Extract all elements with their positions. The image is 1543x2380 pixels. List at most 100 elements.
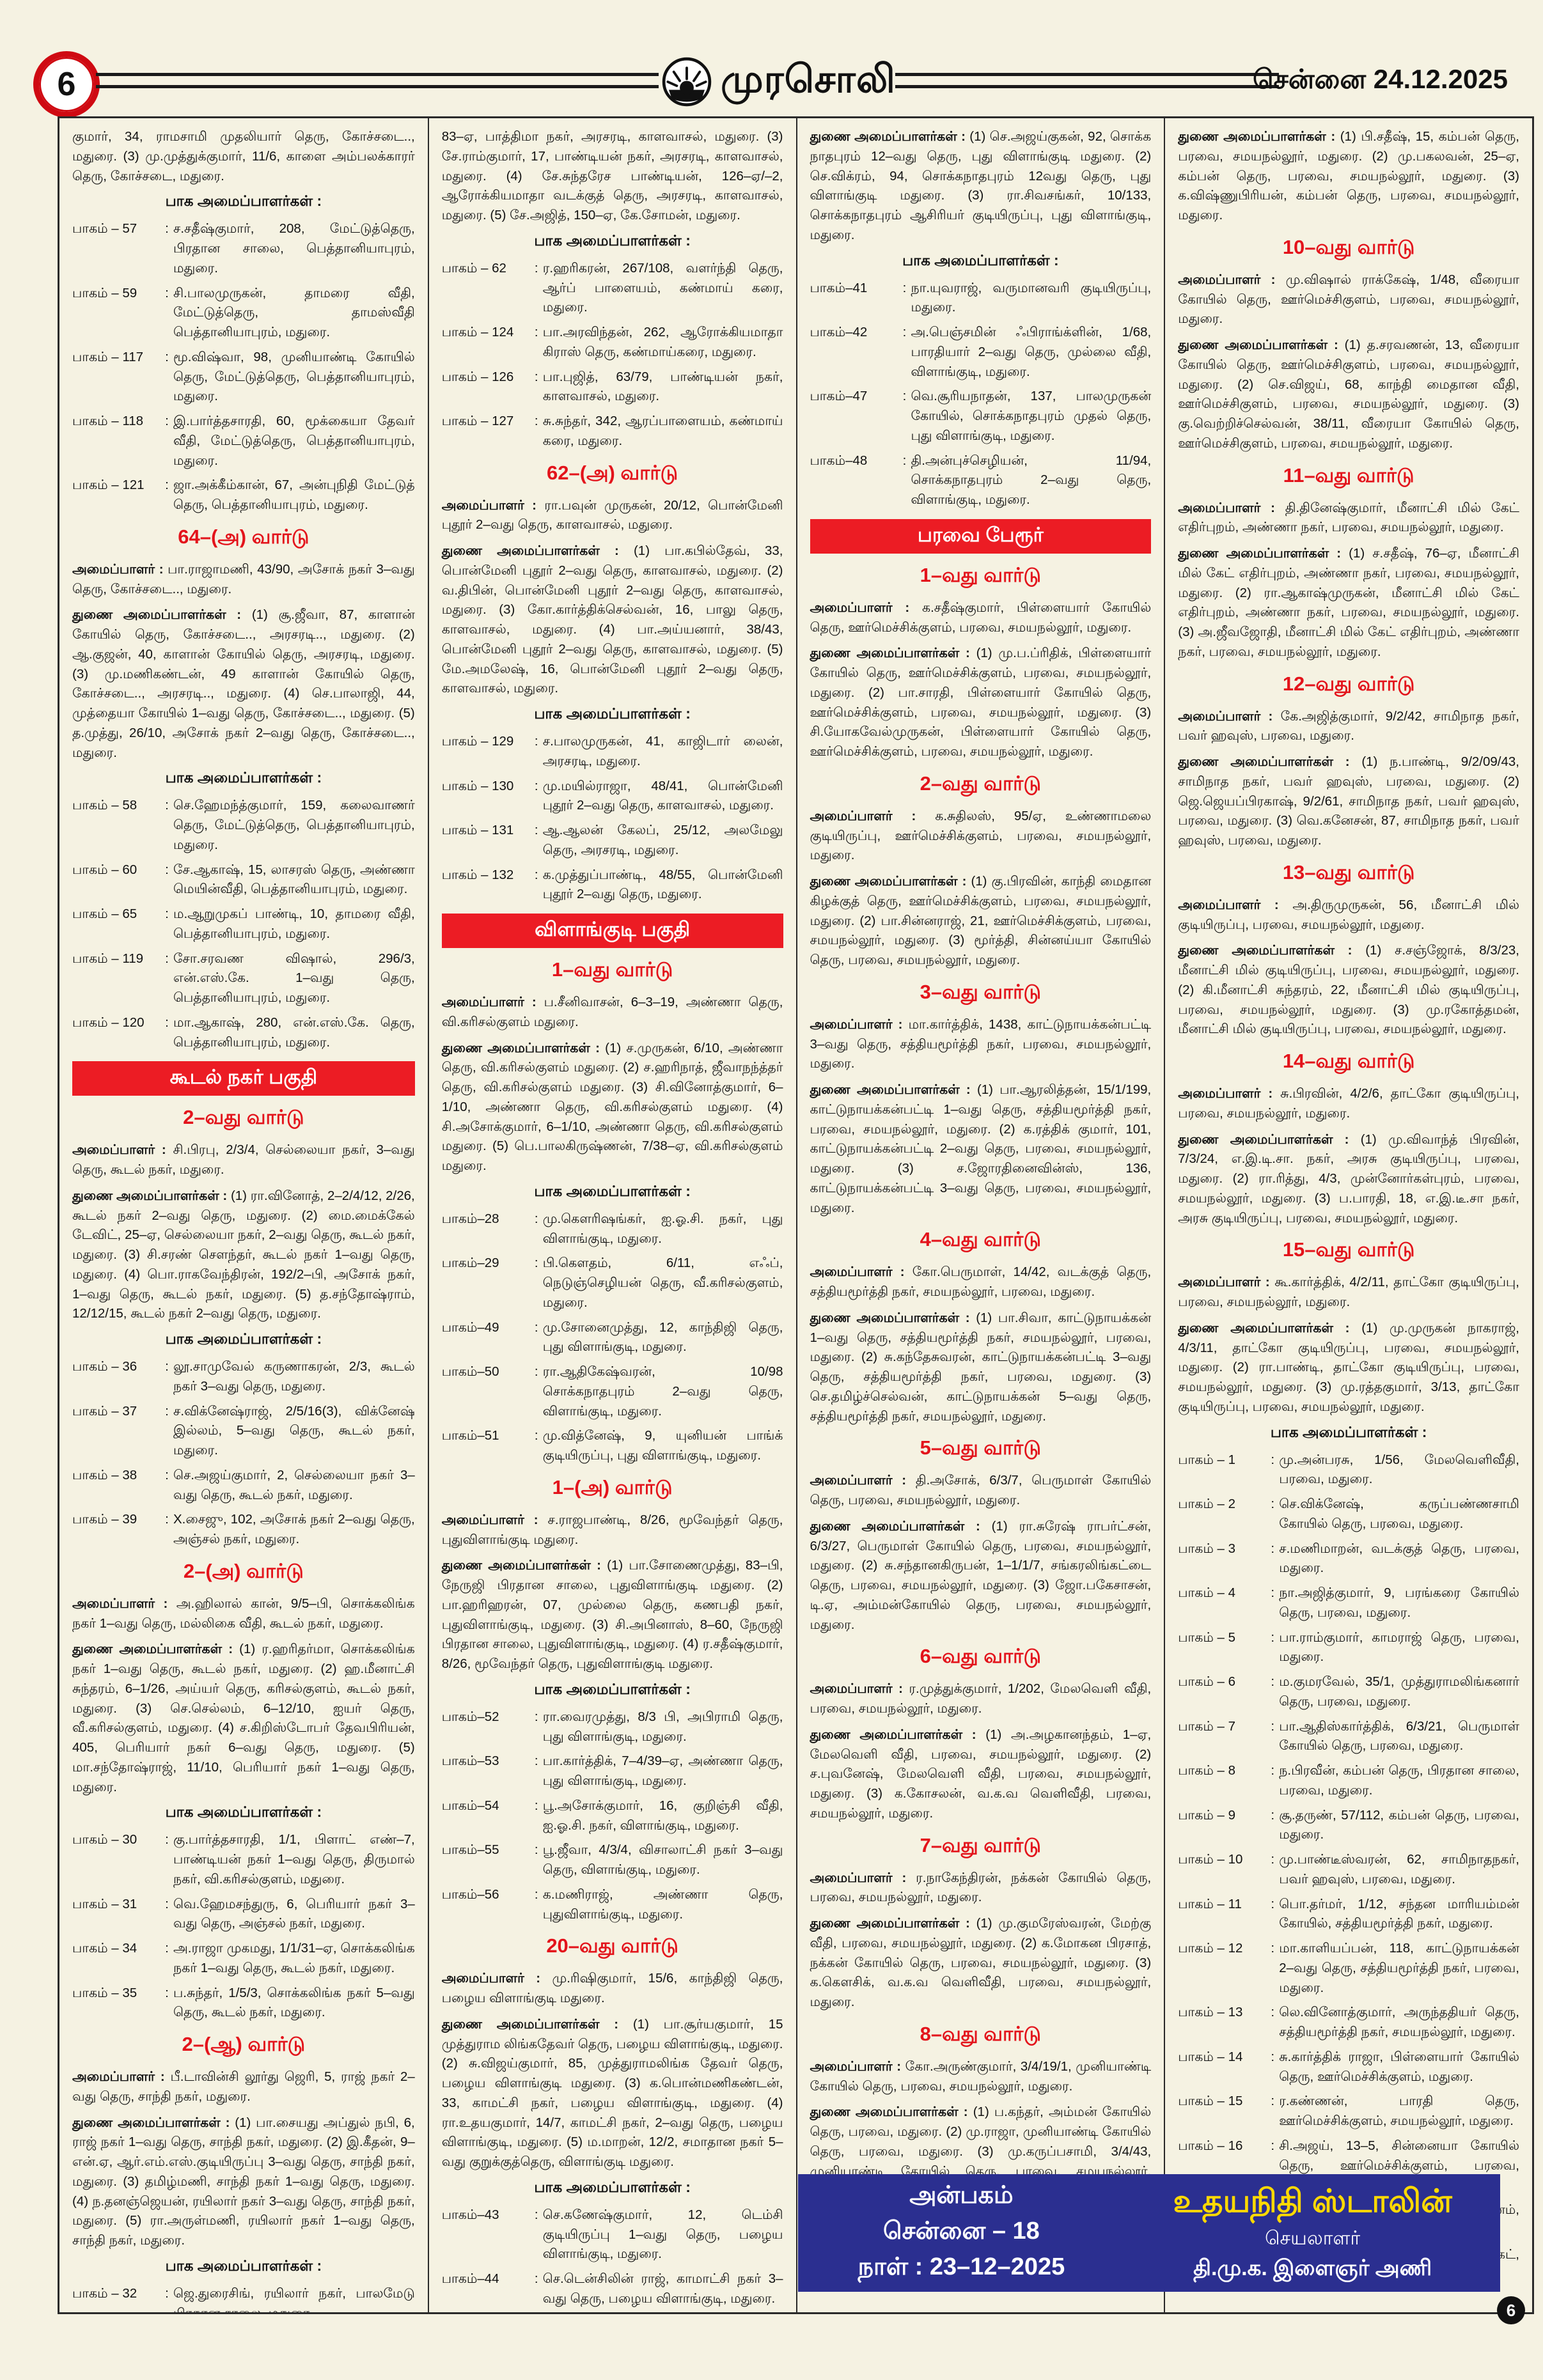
organizer-label: துணை அமைப்பாளர்கள் : bbox=[1178, 1320, 1362, 1335]
part-number: பாகம்–44 bbox=[441, 2271, 499, 2286]
organizer-line: துணை அமைப்பாளர்கள் : (1) ரா.சுரேஷ் ராபர்… bbox=[810, 1518, 1152, 1632]
part-colon: : bbox=[902, 325, 907, 339]
part-address: அ.பெஞ்சமின் ஃபிராங்க்ளின், 1/68, பாரதியா… bbox=[911, 325, 1152, 379]
ward-heading: 2–(அ) வார்டு bbox=[183, 1559, 304, 1582]
organizer-line: அமைப்பாளர் : மா.கார்த்திக், 1438, காட்டு… bbox=[810, 1016, 1152, 1071]
part-address: X.சைஜு, 102, அசோக் நகர் 2–வது தெரு, அஞ்ச… bbox=[173, 1512, 415, 1546]
organizer-line: அமைப்பாளர் : கோ.பெருமாள், 14/42, வடக்குத… bbox=[810, 1264, 1152, 1299]
part-number: பாகம்–28 bbox=[441, 1211, 499, 1226]
part-colon: : bbox=[1271, 1763, 1275, 1778]
organizer-line: அமைப்பாளர் : பீ.டாவின்சி லூர்து ஜெரி, 5,… bbox=[72, 2069, 415, 2104]
part-address: லெ.வினோத்குமார், அருந்ததியர் தெரு, சத்தி… bbox=[1279, 2005, 1519, 2039]
organizer-label: அமைப்பாளர் : bbox=[1178, 1086, 1281, 1101]
organizer-line: அமைப்பாளர் : சி.பிரபு, 2/3/4, செல்லையா ந… bbox=[72, 1142, 415, 1177]
part-address: ப.சுந்தர், 1/5/3, சொக்கலிங்க நகர் 5–வது … bbox=[173, 1985, 415, 2020]
part-organizers-heading: பாக அமைப்பாளர்கள் : bbox=[165, 192, 322, 210]
part-colon: : bbox=[534, 1886, 538, 1902]
part-colon: : bbox=[165, 414, 169, 428]
area-banner: கூடல் நகர் பகுதி bbox=[72, 1061, 415, 1096]
part-number: பாகம் – 130 bbox=[441, 778, 514, 793]
organizer-label: அமைப்பாளர் : bbox=[441, 1971, 552, 1986]
part-number: பாகம்–54 bbox=[441, 1798, 499, 1813]
organizer-line: துணை அமைப்பாளர்கள் : (1) பா.சூர்யகுமார்,… bbox=[441, 2016, 783, 2169]
organizer-label: அமைப்பாளர் : bbox=[72, 1142, 173, 1158]
part-address: மு.பாண்டீஸ்வரன், 62, சாமிநாதநகர், பவர் ஹ… bbox=[1279, 1852, 1519, 1886]
organizer-label: துணை அமைப்பாளர்கள் : bbox=[1178, 129, 1340, 144]
part-number: பாகம்–55 bbox=[441, 1842, 499, 1858]
part-address: செ.ஹேமந்த்குமார், 159, கலைவாணர் தெரு, மே… bbox=[173, 798, 415, 852]
part-organizers-heading: பாக அமைப்பாளர்கள் : bbox=[534, 2178, 691, 2195]
part-number: பாகம்–49 bbox=[441, 1319, 499, 1335]
ward-heading: 1–(அ) வார்டு bbox=[552, 1475, 673, 1498]
part-number: பாகம் – 31 bbox=[72, 1896, 137, 1911]
part-address: மா.ஆகாஷ், 280, என்.எஸ்.கே. தெரு, பெத்தான… bbox=[173, 1015, 415, 1050]
part-number: பாகம் – 12 bbox=[1178, 1941, 1243, 1956]
part-address: மு.சோனைமுத்து, 12, காந்திஜி தெரு, புது வ… bbox=[542, 1319, 783, 1355]
part-row: பாகம் – 31: வெ.ஹேமசந்துரு, 6, பெரியார் நக… bbox=[72, 1895, 415, 1934]
part-address: பொ.தர்மர், 1/12, சந்தன மாரியம்மன் கோயில்… bbox=[1279, 1896, 1519, 1931]
part-row: பாகம் – 38: செ.அஜய்குமார், 2, செல்லையா நக… bbox=[72, 1466, 415, 1505]
organizer-label: துணை அமைப்பாளர்கள் : bbox=[72, 1188, 231, 1203]
part-address: மு.அன்பரசு, 1/56, மேலவெளிவீதி, பரவை, மது… bbox=[1279, 1452, 1519, 1487]
ward-heading: 2–வது வார்டு bbox=[920, 772, 1042, 795]
organizer-line: துணை அமைப்பாளர்கள் : (1) பா.சையது அப்துல… bbox=[72, 2115, 415, 2248]
part-address: ச.பாலமுருகன், 41, காஜிடார் லைன், அரசரடி,… bbox=[542, 734, 783, 768]
organizer-label: துணை அமைப்பாளர்கள் : bbox=[810, 1310, 976, 1325]
part-organizers-heading: பாக அமைப்பாளர்கள் : bbox=[165, 1803, 322, 1821]
footer-page-number: 6 bbox=[1497, 2296, 1525, 2324]
part-colon: : bbox=[534, 2207, 538, 2222]
part-address: பா.அரவிந்தன், 262, ஆரோக்கியமாதா கிராஸ் த… bbox=[542, 325, 783, 359]
organizer-line: துணை அமைப்பாளர்கள் : (1) பா.சோணைமுத்து, … bbox=[441, 1558, 783, 1671]
part-colon: : bbox=[534, 260, 538, 276]
area-banner: விளாங்குடி பகுதி bbox=[441, 914, 783, 948]
organizer-label: அமைப்பாளர் : bbox=[810, 1473, 916, 1488]
banner-line: சென்னை – 18 bbox=[883, 2218, 1040, 2244]
part-address: ம.ஆறுமுகப் பாண்டி, 10, தாமரை வீதி, பெத்த… bbox=[173, 906, 415, 941]
part-row: பாகம்–42: அ.பெஞ்சமின் ஃபிராங்க்ளின், 1/68… bbox=[810, 323, 1152, 382]
part-row: பாகம் – 58: செ.ஹேமந்த்குமார், 159, கலைவாண… bbox=[72, 796, 415, 855]
organizer-line: துணை அமைப்பாளர்கள் : (1) ர.ஹரிதர்மா, சொக… bbox=[72, 1642, 415, 1794]
ward-heading: 13–வது வார்டு bbox=[1282, 860, 1415, 883]
organizer-line: துணை அமைப்பாளர்கள் : (1) த.சரவணன், 13, வ… bbox=[1178, 338, 1519, 451]
ward-heading: 8–வது வார்டு bbox=[920, 2022, 1042, 2045]
part-row: பாகம் – 37: ச.விக்னேஷ்ராஜ், 2/5/16(3), வி… bbox=[72, 1402, 415, 1461]
organizer-label: அமைப்பாளர் : bbox=[810, 600, 922, 615]
part-row: பாகம் – 121: ஜா.அக்கீம்கான், 67, அன்புநித… bbox=[72, 476, 415, 515]
organizer-line: துணை அமைப்பாளர்கள் : (1) பா.ஆரலித்தன், 1… bbox=[810, 1082, 1152, 1215]
part-address: மு.கௌரிஷங்கர், ஐ.ஓ.சி. நகர், புது விளாங்… bbox=[542, 1211, 783, 1246]
organizer-label: துணை அமைப்பாளர்கள் : bbox=[441, 543, 634, 558]
organizer-label: அமைப்பாளர் : bbox=[810, 808, 936, 823]
part-row: பாகம்–55: பூ.ஜீவா, 4/3/4, விசாலாட்சி நகர்… bbox=[442, 1840, 783, 1880]
ward-heading: 1–வது வார்டு bbox=[551, 958, 673, 981]
part-colon: : bbox=[165, 906, 169, 921]
part-number: பாகம் – 120 bbox=[72, 1015, 145, 1030]
organizer-line: துணை அமைப்பாளர்கள் : (1) அ.அழகானந்தம், 1… bbox=[810, 1727, 1152, 1821]
organizer-line: அமைப்பாளர் : க.சுதிலஸ், 95/ஏ, உண்ணாமலை க… bbox=[810, 808, 1152, 863]
part-address: பூ.ஜீவா, 4/3/4, விசாலாட்சி நகர் 3–வது தெ… bbox=[542, 1842, 783, 1877]
part-row: பாகம்–28: மு.கௌரிஷங்கர், ஐ.ஓ.சி. நகர், பு… bbox=[442, 1209, 783, 1249]
organizer-label: துணை அமைப்பாளர்கள் : bbox=[810, 874, 971, 889]
part-row: பாகம்–56: க.மணிராஜ், அண்ணா தெரு, புதுவிளா… bbox=[442, 1885, 783, 1925]
part-organizers-heading: பாக அமைப்பாளர்கள் : bbox=[534, 231, 691, 249]
organizer-line: துணை அமைப்பாளர்கள் : (1) செ.அஜய்குகன், 9… bbox=[810, 129, 1152, 242]
part-row: பாகம்–44: செ.டென்சிலின் ராஜ், காமாட்சி நக… bbox=[442, 2269, 783, 2309]
part-colon: : bbox=[165, 349, 169, 364]
ward-heading: 3–வது வார்டு bbox=[920, 980, 1042, 1003]
part-row: பாகம்–51: மு.வித்னேஷ், 9, யுனியன் பாங்க் … bbox=[442, 1426, 783, 1466]
organizer-line: அமைப்பாளர் : தி.அசோக், 6/3/7, பெருமாள் க… bbox=[810, 1473, 1152, 1507]
part-address: செ.கணேஷ்குமார், 12, டெம்சி குடியிருப்பு … bbox=[542, 2207, 783, 2262]
announcement-banner: அன்பகம் சென்னை – 18 நாள் : 23–12–2025 உத… bbox=[797, 2174, 1501, 2292]
part-colon: : bbox=[534, 867, 538, 882]
ward-heading: 7–வது வார்டு bbox=[920, 1833, 1042, 1856]
part-number: பாகம் – 124 bbox=[441, 325, 514, 339]
part-number: பாகம் – 39 bbox=[72, 1512, 137, 1527]
organizer-line: அமைப்பாளர் : மு.ரிஷிகுமார், 15/6, காந்தி… bbox=[441, 1971, 783, 2005]
part-number: பாகம்–29 bbox=[441, 1256, 499, 1271]
part-row: பாகம் – 117: மூ.விஷ்வா, 98, முனியாண்டி கோ… bbox=[72, 348, 415, 407]
signatory-name: உதயநிதி ஸ்டாலின் bbox=[1173, 2183, 1452, 2219]
organizer-label: துணை அமைப்பாளர்கள் : bbox=[1178, 338, 1345, 352]
ward-heading: 15–வது வார்டு bbox=[1282, 1238, 1415, 1261]
part-number: பாகம் – 38 bbox=[72, 1467, 137, 1482]
organizer-line: அமைப்பாளர் : ரா.பவுன் முருகன், 20/12, பொ… bbox=[441, 497, 783, 533]
organizer-label: துணை அமைப்பாளர்கள் : bbox=[441, 2016, 633, 2032]
